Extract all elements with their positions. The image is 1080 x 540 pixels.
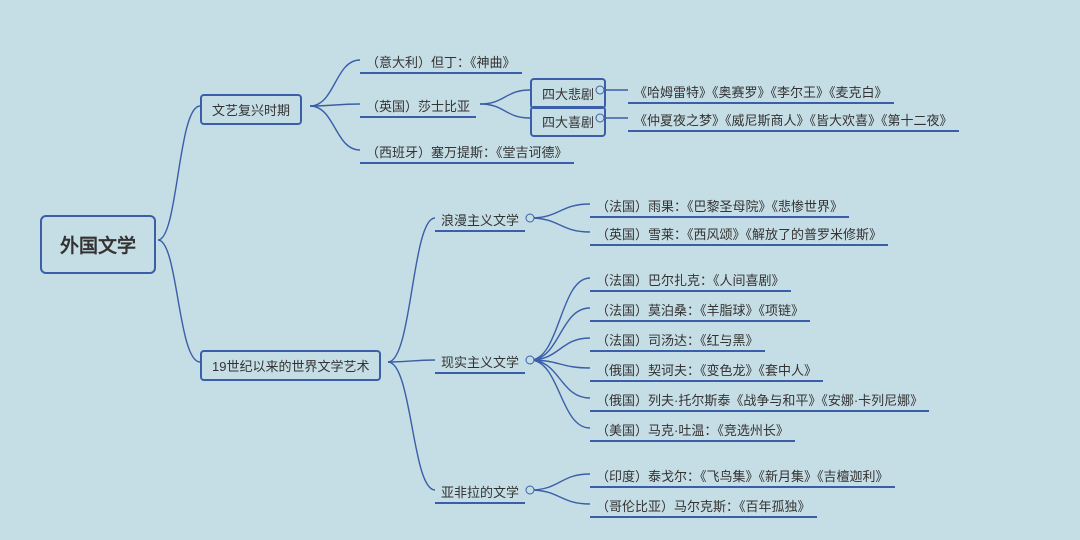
node-label: 现实主义文学 [441, 355, 519, 370]
leaf-realism-3[interactable]: （俄国）契诃夫：《变色龙》《套中人》 [590, 358, 823, 382]
leaf-realism-2[interactable]: （法国）司汤达：《红与黑》 [590, 328, 765, 352]
leaf-text: （意大利）但丁：《神曲》 [366, 55, 516, 70]
leaf-text: （俄国）列夫·托尔斯泰《战争与和平》《安娜·卡列尼娜》 [596, 393, 923, 408]
leaf-text: （法国）莫泊桑：《羊脂球》《项链》 [596, 303, 804, 318]
branch-c19[interactable]: 19世纪以来的世界文学艺术 [200, 350, 381, 381]
root-node[interactable]: 外国文学 [40, 215, 156, 274]
leaf-text: 《哈姆雷特》《奥赛罗》《李尔王》《麦克白》 [634, 85, 888, 100]
leaf-text: （哥伦比亚）马尔克斯：《百年孤独》 [596, 499, 811, 514]
leaf-text: （西班牙）塞万提斯：《堂吉诃德》 [366, 145, 568, 160]
node-realism[interactable]: 现实主义文学 [435, 350, 525, 374]
node-tragedy[interactable]: 四大悲剧 [530, 78, 606, 109]
branch-label: 文艺复兴时期 [212, 103, 290, 118]
leaf-comedy-works[interactable]: 《仲夏夜之梦》《威尼斯商人》《皆大欢喜》《第十二夜》 [628, 108, 959, 132]
node-romantic[interactable]: 浪漫主义文学 [435, 208, 525, 232]
leaf-romantic-0[interactable]: （法国）雨果：《巴黎圣母院》《悲惨世界》 [590, 194, 849, 218]
leaf-text: （法国）雨果：《巴黎圣母院》《悲惨世界》 [596, 199, 843, 214]
leaf-text: （法国）巴尔扎克：《人间喜剧》 [596, 273, 785, 288]
node-text: （英国）莎士比亚 [366, 99, 470, 114]
branch-label: 19世纪以来的世界文学艺术 [212, 359, 369, 374]
leaf-text: （法国）司汤达：《红与黑》 [596, 333, 759, 348]
leaf-dante[interactable]: （意大利）但丁：《神曲》 [360, 50, 522, 74]
leaf-realism-5[interactable]: （美国）马克·吐温：《竞选州长》 [590, 418, 795, 442]
leaf-text: （英国）雪莱：《西风颂》《解放了的普罗米修斯》 [596, 227, 882, 242]
node-label: 四大喜剧 [542, 115, 594, 130]
node-label: 四大悲剧 [542, 87, 594, 102]
leaf-aap-0[interactable]: （印度）泰戈尔：《飞鸟集》《新月集》《吉檀迦利》 [590, 464, 895, 488]
node-aap[interactable]: 亚非拉的文学 [435, 480, 525, 504]
branch-renaissance[interactable]: 文艺复兴时期 [200, 94, 302, 125]
node-comedy[interactable]: 四大喜剧 [530, 106, 606, 137]
leaf-text: （美国）马克·吐温：《竞选州长》 [596, 423, 789, 438]
leaf-cervantes[interactable]: （西班牙）塞万提斯：《堂吉诃德》 [360, 140, 574, 164]
node-label: 浪漫主义文学 [441, 213, 519, 228]
leaf-tragedy-works[interactable]: 《哈姆雷特》《奥赛罗》《李尔王》《麦克白》 [628, 80, 894, 104]
node-label: 亚非拉的文学 [441, 485, 519, 500]
node-shakespeare[interactable]: （英国）莎士比亚 [360, 94, 476, 118]
leaf-realism-1[interactable]: （法国）莫泊桑：《羊脂球》《项链》 [590, 298, 810, 322]
leaf-realism-0[interactable]: （法国）巴尔扎克：《人间喜剧》 [590, 268, 791, 292]
leaf-aap-1[interactable]: （哥伦比亚）马尔克斯：《百年孤独》 [590, 494, 817, 518]
root-label: 外国文学 [60, 236, 136, 257]
leaf-text: （印度）泰戈尔：《飞鸟集》《新月集》《吉檀迦利》 [596, 469, 889, 484]
leaf-text: （俄国）契诃夫：《变色龙》《套中人》 [596, 363, 817, 378]
leaf-text: 《仲夏夜之梦》《威尼斯商人》《皆大欢喜》《第十二夜》 [634, 113, 953, 128]
leaf-romantic-1[interactable]: （英国）雪莱：《西风颂》《解放了的普罗米修斯》 [590, 222, 888, 246]
leaf-realism-4[interactable]: （俄国）列夫·托尔斯泰《战争与和平》《安娜·卡列尼娜》 [590, 388, 929, 412]
